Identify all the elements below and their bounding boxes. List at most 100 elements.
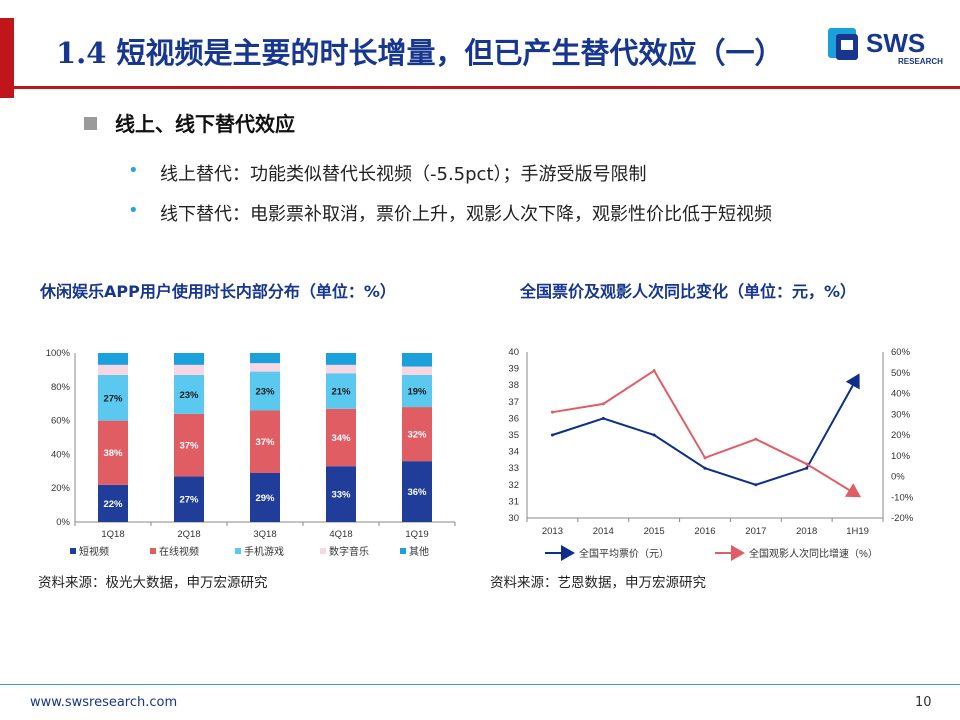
left-y-tick-label: 30	[508, 513, 519, 524]
bar-segment	[98, 353, 128, 365]
legend-swatch	[70, 548, 76, 554]
right-y-tick-label: 0%	[891, 472, 905, 483]
right-y-tick-label: -10%	[891, 492, 914, 503]
x-tick-label: 4Q18	[329, 529, 352, 540]
right-y-tick-label: 60%	[891, 347, 911, 358]
bar-data-label: 33%	[331, 490, 351, 501]
bar-data-label: 23%	[179, 390, 199, 401]
bar-data-label: 21%	[331, 387, 351, 398]
series-point	[856, 493, 860, 497]
title-accent-bar	[0, 18, 14, 98]
series-point	[754, 437, 758, 441]
logo-mark-window	[841, 40, 853, 50]
left-y-tick-label: 40	[508, 347, 519, 358]
bar-data-label: 22%	[103, 499, 123, 510]
legend-label: 全国平均票价（元）	[579, 547, 669, 560]
bar-data-label: 38%	[103, 448, 123, 459]
bar-segment	[174, 374, 204, 414]
series-point	[550, 433, 554, 437]
bar-segment	[250, 410, 280, 473]
bar-segment	[326, 408, 356, 467]
left-y-tick-label: 39	[508, 364, 519, 375]
bar-segment	[98, 374, 128, 421]
bar-segment	[98, 484, 128, 522]
stacked-bar-chart: 0% 20% 40% 60% 80% 100% 22% 38% 27% 1Q18 27% 37% 23%…	[46, 348, 456, 558]
bar-data-label: 36%	[407, 487, 427, 498]
series-point	[652, 369, 656, 373]
bar-chart-title: 休闲娱乐APP用户使用时长内部分布（单位：%）	[40, 282, 396, 301]
legend-swatch	[235, 548, 241, 554]
page-number: 10	[915, 695, 932, 710]
series-point	[550, 410, 554, 414]
left-y-tick-label: 36	[508, 413, 519, 424]
bar-data-label: 27%	[179, 495, 199, 506]
series-point	[754, 483, 758, 487]
bar-segment	[174, 353, 204, 365]
footer-rule	[0, 684, 960, 685]
bullet-online-substitution: 线上替代：功能类似替代长视频（-5.5pct）；手游受版号限制	[160, 164, 647, 185]
x-tick-label: 2015	[644, 526, 665, 537]
left-y-tick-label: 31	[508, 496, 519, 507]
bullet-dot-icon: •	[128, 160, 139, 181]
right-y-tick-label: 20%	[891, 430, 911, 441]
bar-data-label: 37%	[255, 437, 275, 448]
series-point	[805, 462, 809, 466]
bar-data-label: 34%	[331, 433, 351, 444]
line-chart-title: 全国票价及观影人次同比变化（单位：元，%）	[520, 282, 857, 301]
left-y-tick-label: 34	[508, 447, 519, 458]
series-point	[856, 375, 860, 379]
legend-label: 短视频	[79, 545, 109, 558]
series-point	[703, 466, 707, 470]
bar-segment	[402, 461, 432, 522]
left-y-tick-label: 32	[508, 480, 519, 491]
y-tick-label: 60%	[51, 416, 71, 427]
bar-data-label: 19%	[407, 387, 427, 398]
bar-segment	[402, 374, 432, 408]
bar-segment	[402, 366, 432, 375]
bar-segment	[326, 353, 356, 365]
x-tick-label: 2017	[745, 526, 766, 537]
x-tick-label: 2Q18	[177, 529, 200, 540]
right-y-tick-label: 30%	[891, 409, 911, 420]
legend-label: 数字音乐	[329, 545, 369, 558]
legend-label: 在线视频	[159, 545, 199, 558]
right-y-tick-label: 40%	[891, 389, 911, 400]
bar-data-label: 32%	[407, 430, 427, 441]
bar-segment	[402, 407, 432, 462]
series-point	[805, 466, 809, 470]
bar-segment	[250, 472, 280, 522]
x-tick-label: 2016	[694, 526, 715, 537]
series-line	[552, 369, 861, 498]
bar-segment	[326, 364, 356, 374]
bar-segment	[174, 413, 204, 477]
logo-subtext: RESEARCH	[898, 57, 943, 66]
series-point	[601, 402, 605, 406]
bar-segment	[250, 371, 280, 411]
y-tick-label: 20%	[51, 483, 71, 494]
bar-segment	[402, 353, 432, 367]
right-y-tick-label: 50%	[891, 368, 911, 379]
series-point	[601, 416, 605, 420]
dual-axis-line-chart: 30 31 32 33 34 35 36 37 38 39 40 -20% -10% 0% 10% 20% 30…	[508, 347, 914, 561]
x-tick-label: 3Q18	[253, 529, 276, 540]
footer-url[interactable]: www.swsresearch.com	[30, 695, 178, 710]
section-heading: 线上、线下替代效应	[115, 112, 295, 136]
left-y-tick-label: 38	[508, 380, 519, 391]
x-tick-label: 1Q19	[405, 529, 428, 540]
bar-segment	[98, 364, 128, 375]
bar-segment	[250, 363, 280, 372]
bar-segment	[250, 353, 280, 364]
legend-swatch	[320, 548, 326, 554]
x-tick-label: 2013	[542, 526, 563, 537]
bar-segment	[326, 466, 356, 522]
bar-data-label: 29%	[255, 493, 275, 504]
legend-label: 全国观影人次同比增速（%）	[749, 547, 878, 560]
bar-segment	[98, 420, 128, 485]
y-tick-label: 0%	[56, 517, 70, 528]
legend-label: 手机游戏	[244, 545, 284, 558]
bar-data-label: 23%	[255, 387, 275, 398]
bar-data-label: 37%	[179, 441, 199, 452]
series-point	[703, 456, 707, 460]
legend-label: 其他	[409, 545, 429, 558]
x-tick-label: 1Q18	[101, 529, 124, 540]
